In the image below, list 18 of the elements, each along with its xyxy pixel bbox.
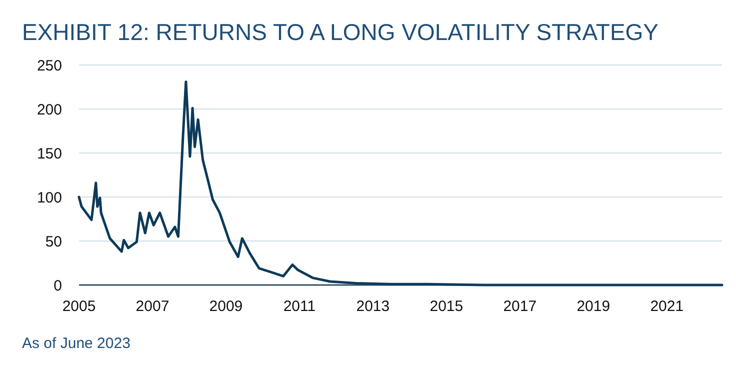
x-tick-label: 2007	[136, 298, 170, 315]
y-tick-label: 100	[36, 189, 62, 206]
text: As of June 2023	[22, 335, 130, 352]
x-tick-label: 2021	[650, 298, 684, 315]
x-tick-label: 2015	[430, 298, 464, 315]
y-tick-label: 0	[54, 277, 62, 294]
y-tick-label: 50	[45, 233, 62, 250]
y-tick-label: 200	[36, 101, 62, 118]
y-tick-label: 150	[36, 145, 62, 162]
x-tick-label: 2019	[576, 298, 610, 315]
x-tick-label: 2011	[283, 298, 316, 315]
x-tick-label: 2013	[356, 298, 390, 315]
x-tick-label: 2005	[62, 298, 96, 315]
x-tick-label: 2009	[209, 298, 243, 315]
x-tick-label: 2017	[503, 298, 537, 315]
chart-title: EXHIBIT 12: RETURNS TO A LONG VOLATILITY STRATEGY	[22, 19, 659, 45]
y-tick-label: 250	[36, 57, 62, 74]
line-series	[78, 80, 724, 286]
